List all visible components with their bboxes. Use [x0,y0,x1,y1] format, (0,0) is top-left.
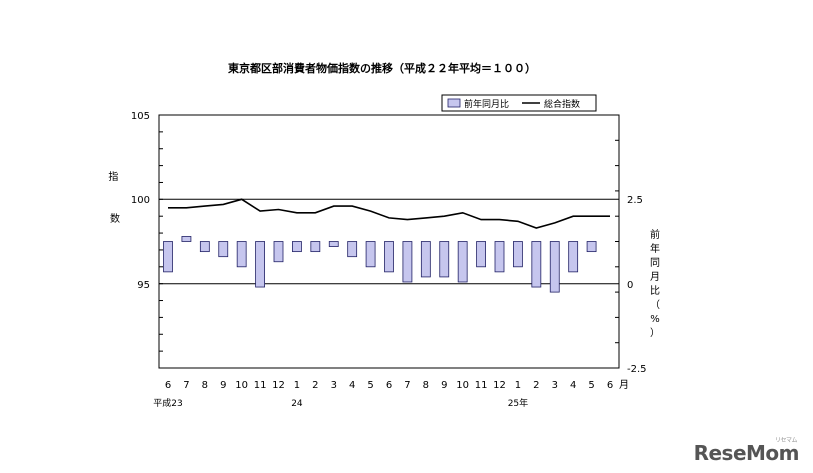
chart-title: 東京都区部消費者物価指数の推移（平成２２年平均＝１００） [228,61,536,75]
bar [384,241,394,273]
right-axis-label-char: ） [650,327,660,339]
line-series [168,198,610,229]
bar-series [163,236,597,293]
x-tick-label: 4 [570,380,576,391]
x-tick-label: 5 [588,380,594,391]
x-tick-label: 10 [235,380,248,391]
legend-bar-label: 前年同月比 [464,98,509,110]
bar [513,241,523,268]
right-tick-2.5: 2.5 [627,195,643,206]
bar [568,241,579,273]
watermark-text: ReseMom [693,441,800,465]
x-axis-unit: 月 [619,379,629,391]
x-tick-label: 11 [254,380,267,391]
x-tick-label: 10 [456,380,469,391]
right-axis-label-char: 前 [650,228,660,241]
left-tick-105: 105 [131,111,150,122]
bar [255,241,265,288]
bar [420,241,431,278]
left-tick-95: 95 [137,280,150,291]
bar [531,241,542,288]
left-tick-100: 100 [131,195,150,206]
watermark-subtext: リセマム [774,437,798,444]
bar [402,241,413,283]
left-axis-label-char: 数 [110,212,120,225]
year-label: 平成23 [153,397,182,409]
legend-line-label: 総合指数 [544,98,580,110]
bar [365,241,376,268]
x-tick-label: 3 [552,380,558,391]
right-axis-label-char: 比 [650,285,660,297]
bar [310,241,321,253]
x-tick-label: 6 [386,380,392,391]
x-tick-label: 4 [349,380,355,391]
x-tick-label: 1 [294,380,300,391]
x-tick-label: 2 [533,380,539,391]
left-axis-label: 指 数 [108,170,121,225]
bar [199,241,210,253]
bar [586,241,597,253]
bar [273,241,284,263]
right-tick-0: 0 [627,280,633,291]
x-tick-label: 7 [404,380,410,391]
bar [236,241,247,268]
x-tick-label: 6 [607,380,613,391]
x-tick-label: 11 [475,380,488,391]
legend-bar-swatch [447,98,461,108]
legend: 前年同月比 総合指数 [441,94,597,112]
x-tick-label: 8 [423,380,429,391]
bar [476,241,486,268]
bar [494,241,505,273]
x-tick-label: 3 [331,380,337,391]
x-tick-label: 7 [183,380,189,391]
bar [292,241,302,253]
x-tick-label: 8 [202,380,208,391]
bar [181,236,192,242]
index-line [168,198,610,229]
bar [328,241,339,247]
year-label: 25年 [508,397,528,409]
year-label: 24 [291,399,303,409]
right-axis-label-char: （ [650,299,660,311]
bar [457,241,468,283]
x-tick-label: 5 [367,380,373,391]
right-tick--2.5: -2.5 [627,364,647,375]
x-tick-label: 9 [441,380,447,391]
bar [218,241,229,258]
bar [439,241,450,278]
bar [163,241,173,273]
x-tick-label: 2 [312,380,318,391]
right-axis-label-char: 同 [650,257,660,269]
x-tick-label: 9 [220,380,226,391]
left-axis-label-char: 指 [108,170,118,183]
axis-ticks [159,114,619,369]
x-tick-label: 12 [493,380,506,391]
right-axis-label-char: 月 [650,271,660,283]
x-tick-label: 6 [165,380,171,391]
watermark-logo: ReseMom リセマム [693,437,800,465]
right-axis-label: 前年同月比 （% ） [650,228,660,339]
right-axis-label-char: % [650,314,660,325]
x-tick-label: 12 [272,380,285,391]
bar [347,241,358,258]
x-tick-label: 1 [515,380,521,391]
bar [549,241,560,293]
right-axis-label-char: 年 [650,242,660,255]
